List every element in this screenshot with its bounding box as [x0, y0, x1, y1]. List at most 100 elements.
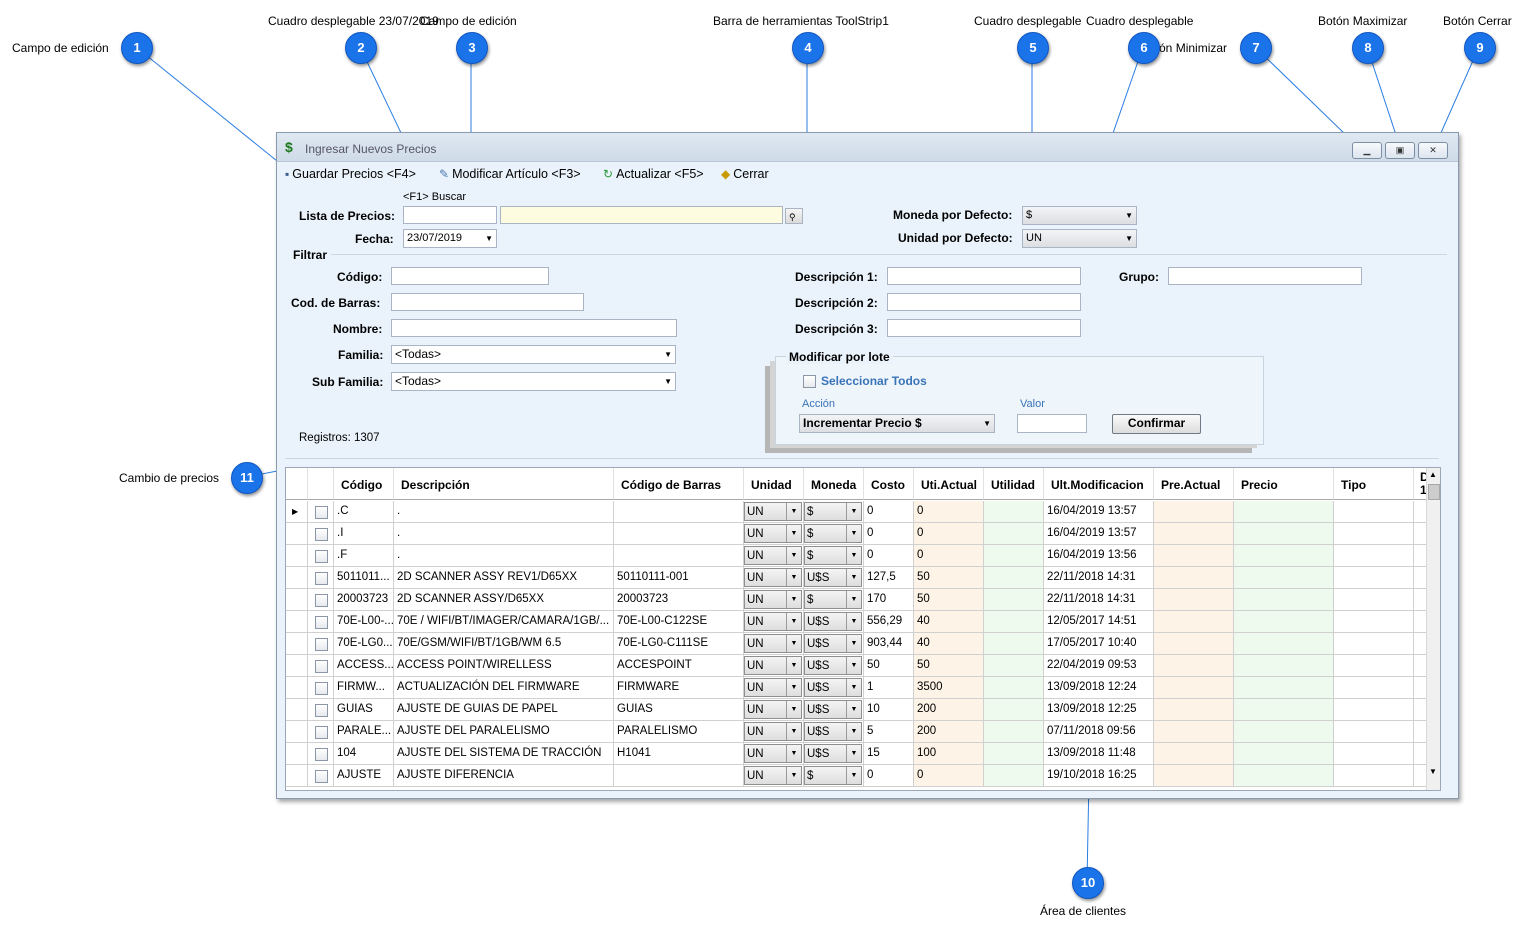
currency-cell[interactable]: $ ▼	[804, 589, 864, 611]
price-cell[interactable]	[1234, 589, 1334, 611]
column-header[interactable]: Costo	[864, 468, 914, 500]
type-cell[interactable]	[1334, 743, 1414, 765]
barcode-cell[interactable]	[614, 545, 744, 567]
currency-cell[interactable]: U$S ▼	[804, 677, 864, 699]
barcode-cell[interactable]: H1041	[614, 743, 744, 765]
code-cell[interactable]: 5011011...	[334, 567, 394, 589]
currency-select[interactable]: $ ▼	[804, 502, 862, 521]
current-margin-cell[interactable]: 100	[914, 743, 984, 765]
currency-select[interactable]: U$S ▼	[804, 612, 862, 631]
cost-cell[interactable]: 50	[864, 655, 914, 677]
type-cell[interactable]	[1334, 699, 1414, 721]
value-input[interactable]	[1017, 414, 1087, 433]
row-checkbox[interactable]	[315, 638, 328, 651]
table-row[interactable]: 104 AJUSTE DEL SISTEMA DE TRACCIÓN H1041 UN…	[286, 743, 1437, 765]
price-cell[interactable]	[1234, 655, 1334, 677]
description-cell[interactable]: AJUSTE DEL SISTEMA DE TRACCIÓN	[394, 743, 614, 765]
description2-input[interactable]	[887, 293, 1081, 311]
current-price-cell[interactable]	[1154, 721, 1234, 743]
margin-cell[interactable]	[984, 699, 1044, 721]
unit-cell[interactable]: UN ▼	[744, 699, 804, 721]
unit-cell[interactable]: UN ▼	[744, 721, 804, 743]
date-picker[interactable]: 23/07/2019 ▼	[403, 229, 497, 248]
column-header[interactable]: Uti.Actual	[914, 468, 984, 500]
last-modified-cell[interactable]: 22/11/2018 14:31	[1044, 589, 1154, 611]
unit-cell[interactable]: UN ▼	[744, 567, 804, 589]
table-row[interactable]: .F. UN ▼ $ ▼ 0 0 16/04/2019 13:56	[286, 545, 1437, 567]
unit-select[interactable]: UN ▼	[744, 744, 802, 763]
scroll-up-icon[interactable]: ▲	[1429, 470, 1437, 479]
row-checkbox-cell[interactable]	[308, 655, 334, 677]
current-price-cell[interactable]	[1154, 743, 1234, 765]
current-margin-cell[interactable]: 50	[914, 589, 984, 611]
column-header[interactable]: Ult.Modificacion	[1044, 468, 1154, 500]
current-price-cell[interactable]	[1154, 523, 1234, 545]
current-price-cell[interactable]	[1154, 589, 1234, 611]
barcode-cell[interactable]: FIRMWARE	[614, 677, 744, 699]
confirm-button[interactable]: Confirmar	[1112, 414, 1201, 434]
unit-cell[interactable]: UN ▼	[744, 523, 804, 545]
current-price-cell[interactable]	[1154, 765, 1234, 787]
row-checkbox-cell[interactable]	[308, 611, 334, 633]
current-price-cell[interactable]	[1154, 611, 1234, 633]
default-unit-select[interactable]: UN ▼	[1022, 229, 1137, 248]
code-cell[interactable]: AJUSTE	[334, 765, 394, 787]
price-cell[interactable]	[1234, 567, 1334, 589]
description1-input[interactable]	[887, 267, 1081, 285]
description-cell[interactable]: .	[394, 501, 614, 523]
row-checkbox[interactable]	[315, 704, 328, 717]
currency-select[interactable]: $ ▼	[804, 546, 862, 565]
row-checkbox[interactable]	[315, 726, 328, 739]
name-input[interactable]	[391, 319, 677, 337]
code-cell[interactable]: .I	[334, 523, 394, 545]
last-modified-cell[interactable]: 07/11/2018 09:56	[1044, 721, 1154, 743]
cost-cell[interactable]: 0	[864, 501, 914, 523]
type-cell[interactable]	[1334, 677, 1414, 699]
currency-select[interactable]: U$S ▼	[804, 722, 862, 741]
maximize-button[interactable]: ▣	[1385, 142, 1415, 159]
description-cell[interactable]: ACCESS POINT/WIRELLESS	[394, 655, 614, 677]
barcode-cell[interactable]: 50110111-001	[614, 567, 744, 589]
currency-select[interactable]: U$S ▼	[804, 634, 862, 653]
type-cell[interactable]	[1334, 633, 1414, 655]
code-cell[interactable]: FIRMW...	[334, 677, 394, 699]
table-row[interactable]: 20003723 2D SCANNER ASSY/D65XX 20003723 UN ▼…	[286, 589, 1437, 611]
currency-cell[interactable]: U$S ▼	[804, 721, 864, 743]
unit-cell[interactable]: UN ▼	[744, 743, 804, 765]
currency-select[interactable]: $ ▼	[804, 524, 862, 543]
cost-cell[interactable]: 0	[864, 765, 914, 787]
row-checkbox-cell[interactable]	[308, 743, 334, 765]
row-checkbox[interactable]	[315, 770, 328, 783]
column-header[interactable]: Tipo	[1334, 468, 1414, 500]
current-margin-cell[interactable]: 50	[914, 567, 984, 589]
currency-select[interactable]: U$S ▼	[804, 744, 862, 763]
currency-cell[interactable]: U$S ▼	[804, 567, 864, 589]
unit-select[interactable]: UN ▼	[744, 590, 802, 609]
cost-cell[interactable]: 15	[864, 743, 914, 765]
margin-cell[interactable]	[984, 523, 1044, 545]
barcode-cell[interactable]	[614, 765, 744, 787]
code-cell[interactable]: 20003723	[334, 589, 394, 611]
column-header[interactable]: Unidad	[744, 468, 804, 500]
unit-select[interactable]: UN ▼	[744, 700, 802, 719]
currency-select[interactable]: $ ▼	[804, 766, 862, 785]
barcode-cell[interactable]	[614, 523, 744, 545]
unit-select[interactable]: UN ▼	[744, 766, 802, 785]
price-cell[interactable]	[1234, 611, 1334, 633]
barcode-cell[interactable]: 70E-LG0-C111SE	[614, 633, 744, 655]
row-checkbox-cell[interactable]	[308, 589, 334, 611]
table-row[interactable]: 70E-LG0... 70E/GSM/WIFI/BT/1GB/WM 6.5 70E-…	[286, 633, 1437, 655]
code-cell[interactable]: .C	[334, 501, 394, 523]
margin-cell[interactable]	[984, 765, 1044, 787]
prices-grid[interactable]: Código Descripción Código de Barras Unid…	[285, 467, 1441, 791]
column-header[interactable]: Código de Barras	[614, 468, 744, 500]
current-margin-cell[interactable]: 0	[914, 545, 984, 567]
price-cell[interactable]	[1234, 721, 1334, 743]
current-margin-cell[interactable]: 0	[914, 765, 984, 787]
price-cell[interactable]	[1234, 677, 1334, 699]
type-cell[interactable]	[1334, 655, 1414, 677]
currency-cell[interactable]: U$S ▼	[804, 699, 864, 721]
currency-select[interactable]: $ ▼	[804, 590, 862, 609]
unit-cell[interactable]: UN ▼	[744, 589, 804, 611]
row-checkbox[interactable]	[315, 528, 328, 541]
